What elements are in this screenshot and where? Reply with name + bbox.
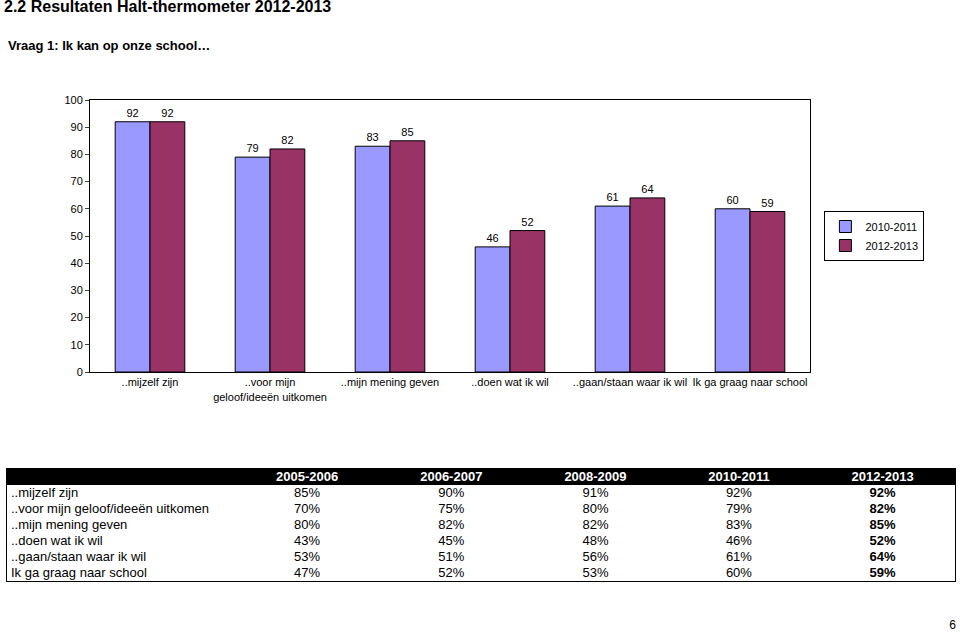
html-text:2010-2011: 2010-2011 [708, 469, 770, 484]
svg-text:82: 82 [281, 134, 293, 146]
html-text:56%: 56% [582, 549, 609, 564]
svg-text:40: 40 [71, 257, 83, 269]
svg-text:10: 10 [71, 339, 83, 351]
svg-text:20: 20 [71, 311, 83, 323]
html-text:82%: 82% [582, 517, 609, 532]
html-text:6: 6 [949, 618, 956, 632]
svg-text:2012-2013: 2012-2013 [865, 240, 918, 252]
svg-text:2010-2011: 2010-2011 [865, 221, 917, 233]
html-text:..voor mijn geloof/ideeën uitk: ..voor mijn geloof/ideeën uitkomen [11, 501, 209, 516]
svg-text:..mijn mening geven: ..mijn mening geven [341, 376, 439, 388]
svg-text:50: 50 [71, 230, 83, 242]
html-text:82%: 82% [869, 501, 896, 516]
html-text:..mijzelf zijn: ..mijzelf zijn [11, 485, 79, 500]
html-text:51%: 51% [438, 549, 465, 564]
svg-text:30: 30 [71, 284, 83, 296]
html-text:52%: 52% [438, 565, 465, 580]
html-text:Vraag 1: Ik kan op onze school: Vraag 1: Ik kan op onze school… [8, 38, 211, 53]
svg-text:..gaan/staan waar ik wil: ..gaan/staan waar ik wil [573, 376, 687, 388]
html-text:53%: 53% [582, 565, 609, 580]
svg-text:0: 0 [77, 366, 83, 378]
html-text:64%: 64% [869, 549, 896, 564]
html-text:60%: 60% [725, 565, 752, 580]
svg-text:83: 83 [366, 131, 378, 143]
html-text:91%: 91% [582, 485, 609, 500]
html-text:82%: 82% [438, 517, 465, 532]
html-text:83%: 83% [725, 517, 752, 532]
html-text:46%: 46% [725, 533, 752, 548]
svg-text:Ik ga graag naar school: Ik ga graag naar school [693, 376, 808, 388]
html-text:80%: 80% [582, 501, 609, 516]
html-text:52%: 52% [869, 533, 896, 548]
svg-text:60: 60 [726, 194, 738, 206]
svg-text:70: 70 [71, 175, 83, 187]
svg-text:..doen wat ik wil: ..doen wat ik wil [471, 376, 549, 388]
svg-text:64: 64 [641, 183, 653, 195]
html-text:2006-2007: 2006-2007 [420, 469, 483, 484]
svg-text:85: 85 [401, 126, 413, 138]
html-text:85%: 85% [869, 517, 896, 532]
html-text:2008-2009: 2008-2009 [564, 469, 627, 484]
html-text:..gaan/staan waar ik wil: ..gaan/staan waar ik wil [11, 549, 147, 564]
html-text:47%: 47% [294, 565, 321, 580]
html-text:2012-2013: 2012-2013 [851, 469, 914, 484]
html-text:..mijn mening geven: ..mijn mening geven [11, 517, 128, 532]
html-text:79%: 79% [725, 501, 752, 516]
html-text:2005-2006: 2005-2006 [276, 469, 339, 484]
html-text:92%: 92% [725, 485, 752, 500]
html-text:..doen wat ik wil: ..doen wat ik wil [11, 533, 103, 548]
html-text:53%: 53% [294, 549, 321, 564]
svg-text:60: 60 [71, 203, 83, 215]
html-text:43%: 43% [294, 533, 321, 548]
svg-text:90: 90 [71, 121, 83, 133]
html-text:48%: 48% [582, 533, 609, 548]
svg-text:79: 79 [246, 142, 258, 154]
svg-text:59: 59 [761, 197, 773, 209]
svg-text:52: 52 [521, 216, 533, 228]
html-text:85%: 85% [294, 485, 321, 500]
svg-text:..mijzelf zijn: ..mijzelf zijn [122, 376, 179, 388]
svg-text:80: 80 [71, 148, 83, 160]
html-text:70%: 70% [294, 501, 321, 516]
html-text:61%: 61% [725, 549, 752, 564]
html-text:90%: 90% [438, 485, 465, 500]
svg-text:100: 100 [64, 94, 82, 106]
svg-text:46: 46 [486, 232, 498, 244]
svg-text:61: 61 [606, 191, 618, 203]
svg-text:..voor mijngeloof/ideeën uitko: ..voor mijngeloof/ideeën uitkomen [213, 376, 327, 402]
svg-text:92: 92 [126, 107, 138, 119]
svg-text:92: 92 [161, 107, 173, 119]
html-text:Ik ga graag naar school: Ik ga graag naar school [11, 565, 147, 580]
html-text:92%: 92% [869, 485, 896, 500]
html-text:75%: 75% [438, 501, 465, 516]
html-text:59%: 59% [869, 565, 896, 580]
html-text:45%: 45% [438, 533, 465, 548]
html-text:80%: 80% [294, 517, 321, 532]
